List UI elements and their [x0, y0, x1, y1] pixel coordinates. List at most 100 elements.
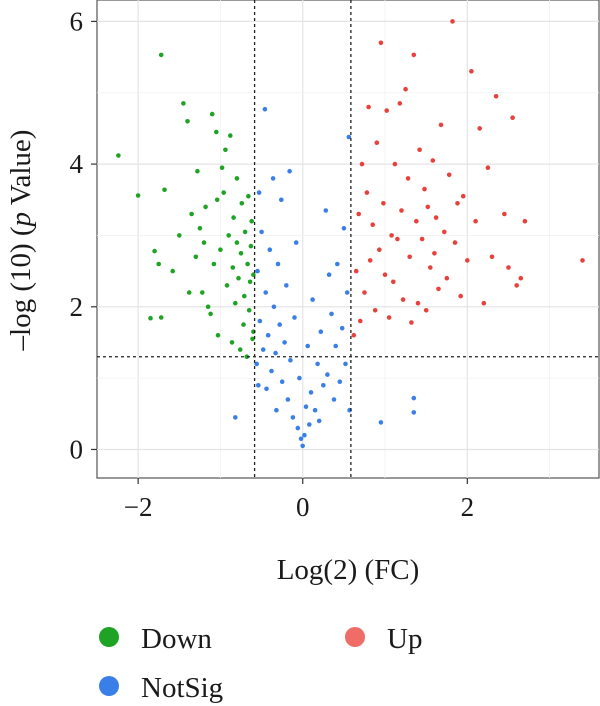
point-down: [200, 290, 205, 295]
point-up: [433, 215, 439, 220]
point-notsig: [284, 283, 289, 288]
point-down: [234, 176, 240, 181]
point-up: [386, 315, 392, 320]
point-down: [241, 322, 246, 327]
point-notsig: [275, 261, 281, 267]
threshold-lines: [97, 0, 599, 478]
point-down: [197, 226, 203, 231]
legend-marker-up: [345, 627, 365, 647]
point-notsig: [315, 361, 320, 367]
point-down: [242, 293, 247, 299]
x-tick-label: 2: [461, 492, 475, 522]
point-up: [362, 290, 367, 295]
point-up: [419, 236, 425, 242]
legend-marker-notsig: [99, 676, 119, 696]
point-down: [245, 261, 250, 267]
point-notsig: [273, 350, 278, 356]
x-tick-label: 0: [296, 492, 310, 522]
point-up: [381, 201, 386, 206]
y-axis-title: –log (10) (p Value): [5, 130, 37, 352]
point-up: [580, 258, 585, 263]
point-notsig: [318, 329, 324, 335]
point-down: [205, 304, 211, 310]
point-down: [239, 201, 245, 206]
point-down: [177, 233, 182, 238]
point-up: [522, 218, 528, 224]
point-notsig: [333, 343, 339, 349]
point-down: [211, 261, 217, 267]
point-up: [374, 140, 380, 145]
point-notsig: [269, 368, 274, 374]
y-axis-title-prefix: –log (10) (: [5, 226, 37, 351]
point-notsig: [308, 390, 314, 395]
point-notsig: [255, 268, 260, 274]
point-down: [250, 336, 255, 342]
point-notsig: [285, 397, 291, 402]
point-notsig: [259, 229, 264, 235]
point-up: [389, 233, 394, 238]
point-notsig: [255, 383, 261, 388]
plot-panel: [96, 0, 600, 479]
point-up: [372, 308, 378, 313]
data-points: [116, 19, 585, 449]
point-down: [209, 111, 215, 117]
point-notsig: [337, 379, 343, 385]
point-down: [195, 168, 200, 174]
point-up: [417, 147, 422, 153]
point-up: [397, 101, 403, 106]
point-up: [446, 172, 452, 178]
point-notsig: [265, 333, 271, 338]
point-notsig: [277, 322, 283, 327]
point-notsig: [300, 443, 306, 449]
point-notsig: [321, 383, 326, 388]
legend-label-notsig: NotSig: [141, 672, 223, 704]
point-down: [214, 129, 219, 135]
series-up: [351, 19, 585, 338]
point-up: [436, 286, 441, 292]
point-notsig: [297, 375, 302, 381]
x-tick-label: −2: [124, 492, 153, 522]
point-down: [186, 290, 192, 295]
point-up: [366, 104, 371, 110]
y-axis-title-p: p: [5, 212, 37, 229]
point-up: [351, 333, 357, 338]
point-notsig: [271, 304, 277, 310]
point-up: [465, 258, 470, 263]
point-down: [203, 204, 208, 210]
x-axis-title: Log(2) (FC): [277, 554, 420, 586]
point-up: [485, 165, 491, 170]
point-down: [214, 197, 220, 203]
point-down: [193, 254, 199, 260]
series-notsig: [233, 106, 417, 449]
point-notsig: [341, 226, 347, 231]
point-up: [414, 218, 419, 224]
y-axis-title-suffix: Value): [5, 130, 37, 212]
point-down: [152, 248, 157, 254]
point-down: [248, 243, 254, 249]
point-up: [384, 108, 390, 113]
point-notsig: [263, 290, 269, 295]
point-up: [409, 320, 414, 325]
point-up: [423, 308, 429, 313]
point-down: [229, 340, 235, 345]
point-notsig: [339, 325, 345, 331]
point-notsig: [293, 240, 299, 245]
point-up: [356, 211, 362, 217]
legend-marker-down: [99, 627, 119, 647]
point-down: [156, 261, 161, 267]
point-notsig: [312, 407, 318, 413]
legend-label-down: Down: [141, 623, 212, 655]
point-notsig: [411, 395, 417, 401]
point-down: [237, 347, 243, 352]
point-up: [367, 258, 373, 263]
point-notsig: [274, 407, 279, 413]
point-up: [415, 300, 421, 306]
point-up: [489, 254, 495, 260]
point-notsig: [411, 410, 417, 415]
point-down: [148, 315, 153, 321]
point-notsig: [287, 168, 292, 174]
point-down: [158, 315, 164, 320]
point-down: [208, 311, 213, 317]
point-up: [450, 19, 455, 24]
